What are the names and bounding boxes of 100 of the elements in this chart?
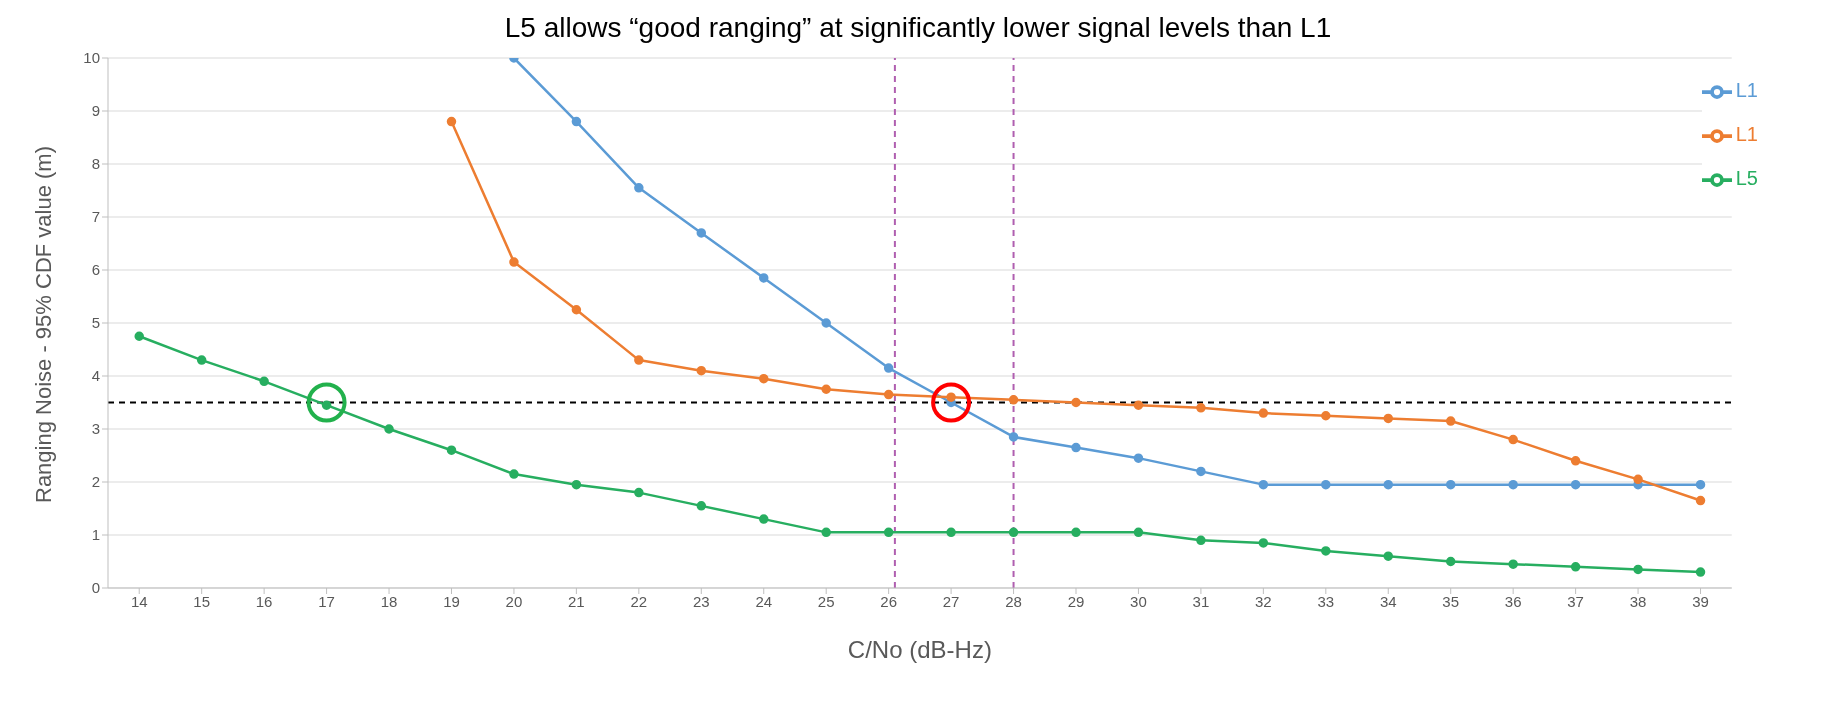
point	[571, 305, 582, 315]
point	[259, 376, 269, 387]
point	[634, 183, 644, 193]
x-tick-label: 38	[1629, 592, 1647, 610]
y-tick-label: 4	[91, 367, 100, 385]
point	[1508, 479, 1518, 490]
point	[134, 331, 144, 341]
point	[1258, 479, 1269, 490]
x-tick-label: 19	[443, 592, 460, 610]
point	[759, 514, 769, 524]
point	[1321, 546, 1331, 556]
point	[1258, 408, 1269, 418]
x-tick-label: 37	[1567, 592, 1584, 610]
point	[571, 479, 582, 490]
point	[821, 527, 831, 538]
point	[1508, 559, 1518, 569]
x-tick-label: 15	[193, 592, 211, 610]
y-tick-label: 5	[91, 314, 100, 332]
x-tick-label: 20	[505, 592, 523, 610]
point	[1196, 535, 1206, 546]
x-tick-label: 36	[1504, 592, 1522, 610]
point	[1695, 495, 1706, 506]
point	[946, 392, 956, 402]
point	[1445, 556, 1456, 567]
point	[883, 527, 894, 538]
y-axis-title: Ranging Noise - 95% CDF value (m)	[30, 145, 56, 503]
legend-label: L1	[1735, 79, 1758, 101]
x-tick-label: 25	[817, 592, 835, 610]
x-tick-label: 16	[255, 592, 273, 610]
point	[634, 487, 644, 498]
y-tick-label: 8	[91, 155, 100, 173]
point	[883, 389, 894, 400]
point	[1258, 538, 1269, 548]
point	[696, 365, 707, 376]
point	[634, 355, 644, 365]
legend-label: L1	[1735, 123, 1758, 145]
point	[1570, 456, 1581, 466]
point	[1383, 413, 1394, 424]
x-tick-label: 23	[692, 592, 710, 610]
point	[384, 424, 394, 434]
point	[509, 257, 519, 267]
x-tick-label: 17	[318, 592, 335, 610]
point	[1695, 567, 1706, 577]
x-tick-label: 27	[942, 592, 960, 610]
x-tick-label: 31	[1192, 592, 1210, 610]
y-tick-label: 9	[91, 102, 100, 120]
point	[1445, 416, 1456, 426]
point	[1633, 564, 1643, 575]
x-tick-label: 28	[1005, 592, 1022, 610]
point	[1695, 479, 1706, 490]
point	[1071, 397, 1081, 408]
x-tick-label: 18	[380, 592, 398, 610]
point	[1133, 400, 1144, 410]
point	[1071, 442, 1081, 453]
point	[696, 501, 707, 511]
point	[446, 116, 457, 127]
point	[759, 273, 769, 283]
y-tick-label: 2	[91, 473, 100, 491]
point	[1196, 466, 1206, 477]
point	[883, 363, 894, 373]
y-tick-label: 1	[91, 526, 100, 544]
y-tick-label: 6	[91, 261, 100, 279]
x-tick-label: 22	[630, 592, 648, 610]
point	[1008, 432, 1019, 442]
point	[696, 228, 707, 238]
point	[1508, 434, 1518, 445]
point	[1445, 479, 1456, 490]
point	[571, 116, 582, 127]
point	[1383, 479, 1394, 490]
point	[1196, 403, 1206, 413]
point	[1071, 527, 1081, 538]
point	[759, 373, 769, 384]
x-tick-label: 34	[1379, 592, 1397, 610]
x-tick-label: 29	[1067, 592, 1085, 610]
point	[946, 527, 956, 538]
x-tick-label: 30	[1130, 592, 1147, 610]
point	[1133, 453, 1144, 463]
y-tick-label: 7	[91, 208, 100, 226]
point	[1321, 411, 1331, 421]
x-tick-label: 32	[1255, 592, 1272, 610]
point	[1570, 479, 1581, 490]
point	[821, 384, 831, 394]
x-tick-label: 26	[880, 592, 897, 610]
y-tick-label: 0	[91, 579, 100, 597]
x-tick-label: 21	[568, 592, 585, 610]
point	[1570, 562, 1581, 572]
point	[821, 318, 831, 328]
point	[1633, 474, 1643, 485]
x-axis-title: C/No (dB-Hz)	[847, 636, 992, 663]
legend-label: L5	[1735, 167, 1758, 189]
point	[196, 355, 207, 365]
point	[1008, 527, 1019, 538]
point	[1321, 479, 1331, 490]
point	[446, 445, 457, 455]
x-tick-label: 35	[1442, 592, 1460, 610]
x-tick-label: 33	[1317, 592, 1335, 610]
point	[931, 382, 972, 423]
point	[1383, 551, 1394, 561]
y-tick-label: 3	[91, 420, 100, 438]
x-tick-label: 39	[1692, 592, 1709, 610]
